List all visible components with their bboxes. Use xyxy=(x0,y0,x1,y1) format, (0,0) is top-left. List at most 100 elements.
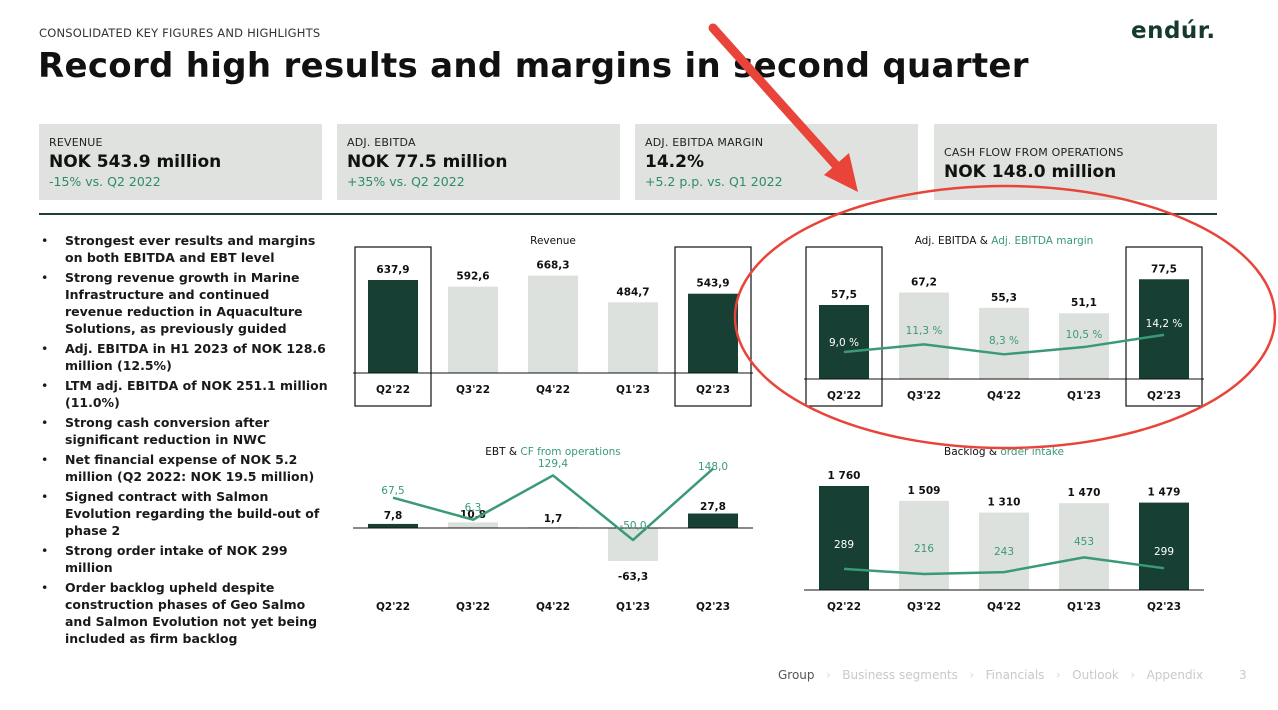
chart-title: EBT & CF from operations xyxy=(485,446,621,458)
kpi-label: CASH FLOW FROM OPERATIONS xyxy=(944,146,1124,159)
kpi-revenue: REVENUE NOK 543.9 million -15% vs. Q2 20… xyxy=(39,124,322,200)
chart-title-line: order intake xyxy=(1000,446,1064,458)
data-label: 55,3 xyxy=(991,292,1017,304)
tick-label: Q3'22 xyxy=(456,384,490,396)
tick-label: Q1'23 xyxy=(616,384,650,396)
tick-label: Q1'23 xyxy=(1067,601,1101,613)
data-label: 1 760 xyxy=(828,470,861,482)
line-label: 11,3 % xyxy=(906,325,943,337)
bar xyxy=(368,280,418,373)
tick-label: Q4'22 xyxy=(536,384,570,396)
line-label: 129,4 xyxy=(538,458,568,470)
tick-label: Q2'23 xyxy=(1147,601,1181,613)
line-label: 453 xyxy=(1074,536,1094,548)
chevron-right-icon: › xyxy=(1122,668,1143,682)
list-item: Order backlog upheld despite constructio… xyxy=(39,579,329,647)
tick-label: Q3'22 xyxy=(907,390,941,402)
chart-title: Backlog & order intake xyxy=(944,446,1064,458)
chart-title-join: & xyxy=(976,235,991,247)
data-label: 67,2 xyxy=(911,277,937,289)
kpi-value: NOK 77.5 million xyxy=(347,152,508,172)
data-label: 668,3 xyxy=(536,260,569,272)
tick-label: Q1'23 xyxy=(616,601,650,613)
chevron-right-icon: › xyxy=(1048,668,1069,682)
kpi-change: -15% vs. Q2 2022 xyxy=(49,174,161,189)
kpi-value: 14.2% xyxy=(645,152,704,172)
series-line xyxy=(392,467,714,542)
list-item: Adj. EBITDA in H1 2023 of NOK 128.6 mill… xyxy=(39,340,329,374)
data-label: 7,8 xyxy=(384,510,403,522)
list-item: Strongest ever results and margins on bo… xyxy=(39,232,329,266)
nav-outlook[interactable]: Outlook xyxy=(1072,668,1119,682)
chart-title: Revenue xyxy=(530,235,576,247)
data-label: 1 479 xyxy=(1148,487,1181,499)
list-item: Strong order intake of NOK 299 million xyxy=(39,542,329,576)
data-label: 27,8 xyxy=(700,501,726,513)
tick-label: Q2'22 xyxy=(376,384,410,396)
line-label: 9,0 % xyxy=(829,337,859,349)
list-item: LTM adj. EBITDA of NOK 251.1 million (11… xyxy=(39,377,329,411)
kpi-value: NOK 543.9 million xyxy=(49,152,222,172)
kpi-value: NOK 148.0 million xyxy=(944,162,1117,182)
chart-title-line: Adj. EBITDA margin xyxy=(991,235,1093,247)
data-label: 1,7 xyxy=(544,513,563,525)
bar xyxy=(979,512,1029,590)
line-label: 14,2 % xyxy=(1146,318,1183,330)
bar xyxy=(1059,503,1109,590)
data-label: 1 310 xyxy=(988,497,1021,509)
page-title: Record high results and margins in secon… xyxy=(38,46,1029,86)
line-label: 216 xyxy=(914,543,934,555)
bar xyxy=(528,275,578,373)
bar xyxy=(448,286,498,373)
kpi-adj-ebitda: ADJ. EBITDA NOK 77.5 million +35% vs. Q2… xyxy=(337,124,620,200)
line-label: 10,5 % xyxy=(1066,329,1103,341)
line-label: 148,0 xyxy=(698,461,728,473)
highlight-frame xyxy=(354,246,432,407)
endur-logo: endúr. xyxy=(1131,18,1216,44)
nav-financials[interactable]: Financials xyxy=(985,668,1045,682)
bar xyxy=(448,522,498,528)
tick-label: Q2'22 xyxy=(376,601,410,613)
chart-title-join: & xyxy=(506,446,521,458)
nav-group[interactable]: Group xyxy=(778,668,815,682)
tick-label: Q2'23 xyxy=(696,384,730,396)
nav-business-segments[interactable]: Business segments xyxy=(842,668,958,682)
bar xyxy=(608,528,658,561)
list-item: Strong cash conversion after significant… xyxy=(39,414,329,448)
kpi-change: +35% vs. Q2 2022 xyxy=(347,174,465,189)
chart-title-line: CF from operations xyxy=(520,446,620,458)
line-label: 243 xyxy=(994,546,1014,558)
tick-label: Q2'23 xyxy=(1147,390,1181,402)
chevron-right-icon: › xyxy=(818,668,839,682)
line-label: 289 xyxy=(834,539,854,551)
kpi-label: ADJ. EBITDA xyxy=(347,136,416,149)
chart-title-main: Backlog xyxy=(944,446,986,458)
chart-title-join: & xyxy=(985,446,1000,458)
divider xyxy=(39,213,1217,215)
bar xyxy=(1139,502,1189,590)
tick-label: Q3'22 xyxy=(907,601,941,613)
bar xyxy=(819,486,869,590)
line-label: 6,3 xyxy=(465,502,482,514)
bar xyxy=(608,302,658,373)
nav-appendix[interactable]: Appendix xyxy=(1146,668,1204,682)
footer-nav: Group › Business segments › Financials ›… xyxy=(778,668,1203,682)
tick-label: Q2'22 xyxy=(827,601,861,613)
chart-title-main: Adj. EBITDA xyxy=(915,235,978,247)
data-label: 77,5 xyxy=(1151,263,1177,275)
highlights-list: Strongest ever results and margins on bo… xyxy=(39,232,329,650)
tick-label: Q1'23 xyxy=(1067,390,1101,402)
chart-title-main: EBT xyxy=(485,446,506,458)
section-kicker: CONSOLIDATED KEY FIGURES AND HIGHLIGHTS xyxy=(39,26,321,40)
data-label: 1 509 xyxy=(908,485,941,497)
data-label: 51,1 xyxy=(1071,297,1097,309)
bar xyxy=(368,523,418,528)
line-label: 67,5 xyxy=(381,485,404,497)
list-item: Strong revenue growth in Marine Infrastr… xyxy=(39,269,329,337)
line-label: -50,0 xyxy=(619,520,646,532)
page-number: 3 xyxy=(1239,668,1247,682)
chevron-right-icon: › xyxy=(961,668,982,682)
kpi-label: REVENUE xyxy=(49,136,103,149)
line-label: 8,3 % xyxy=(989,335,1019,347)
